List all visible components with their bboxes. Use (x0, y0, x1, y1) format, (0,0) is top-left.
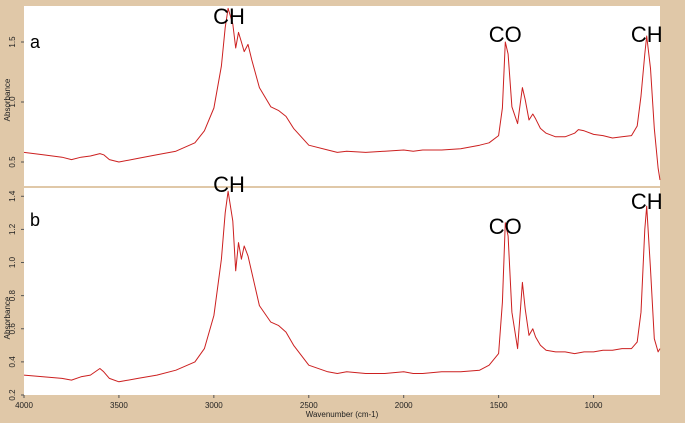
peak-annotation-a-0: CH (213, 4, 245, 29)
y-tick-label-a-1: 1.0 (8, 96, 17, 108)
y-tick-label-b-4: 1.0 (8, 256, 17, 268)
x-axis-title: Wavenumber (cm-1) (306, 410, 379, 419)
y-axis-title-a: Absorbance (3, 78, 12, 121)
peak-annotation-b-2: CH (631, 189, 663, 214)
y-tick-label-b-0: 0.2 (8, 389, 17, 401)
panel-label-a: a (30, 32, 41, 52)
x-tick-label-6: 1000 (585, 401, 603, 410)
y-tick-label-b-6: 1.4 (8, 190, 17, 202)
peak-annotation-b-1: CO (489, 214, 522, 239)
y-tick-label-a-2: 1.5 (8, 36, 17, 48)
spectrum-line-a (23, 7, 661, 181)
x-tick-label-4: 2000 (395, 401, 413, 410)
x-tick-label-5: 1500 (490, 401, 508, 410)
y-tick-label-b-3: 0.8 (8, 290, 17, 302)
y-tick-label-b-1: 0.4 (8, 356, 17, 368)
x-tick-label-0: 4000 (15, 401, 33, 410)
x-tick-label-3: 2500 (300, 401, 318, 410)
panel-label-b: b (30, 210, 40, 230)
peak-annotation-a-2: CH (631, 22, 663, 47)
plot-area-a (24, 6, 660, 186)
spectrum-line-b (23, 190, 661, 383)
y-tick-label-b-2: 0.6 (8, 323, 17, 335)
x-tick-label-2: 3000 (205, 401, 223, 410)
y-tick-label-b-5: 1.2 (8, 223, 17, 235)
peak-annotation-b-0: CH (213, 172, 245, 197)
y-tick-label-a-0: 0.5 (8, 156, 17, 168)
y-axis-title-b: Absorbance (3, 296, 12, 339)
chart-marks: 0.5 1.0 1.5 CH CO CH 0.2 0.4 0.6 0.8 1.0 1.2 1.4 4000… (8, 4, 663, 410)
plot-area-b (24, 188, 660, 395)
x-tick-label-1: 3500 (110, 401, 128, 410)
peak-annotation-a-1: CO (489, 22, 522, 47)
